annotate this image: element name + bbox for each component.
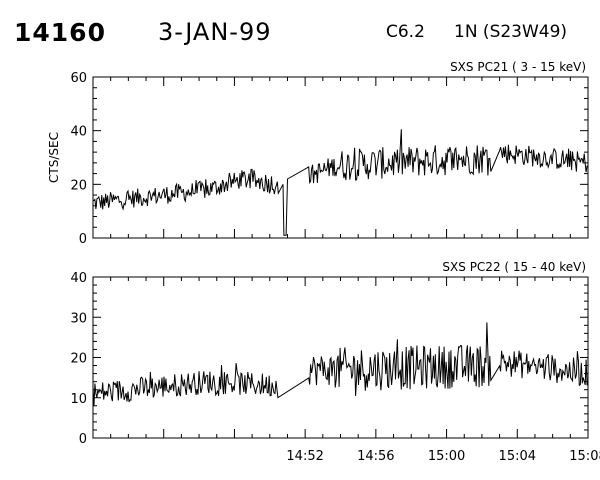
flare-location: 1N (S23W49): [454, 22, 568, 42]
panel-title-1: SXS PC21 ( 3 - 15 keV): [450, 60, 586, 74]
x-tick-label: 15:04: [499, 449, 536, 464]
flare-class: C6.2: [386, 22, 425, 42]
y-tick-label: 0: [79, 232, 87, 247]
y-tick-label: 10: [70, 392, 87, 407]
y-tick-label: 60: [70, 71, 87, 86]
y-tick-label: 40: [70, 271, 87, 286]
observation-date: 3-JAN-99: [158, 18, 272, 46]
series-line-1: [92, 129, 588, 236]
series-line-2: [92, 322, 588, 406]
x-tick-label: 15:08: [569, 449, 600, 464]
event-id: 14160: [14, 18, 106, 47]
y-tick-label: 0: [79, 432, 87, 447]
y-tick-label: 30: [70, 311, 87, 326]
y-tick-label: 20: [70, 178, 87, 193]
panel-title-2: SXS PC22 ( 15 - 40 keV): [442, 260, 586, 274]
x-tick-label: 14:56: [357, 449, 394, 464]
x-tick-label: 14:52: [286, 449, 323, 464]
x-tick-label: 15:00: [428, 449, 465, 464]
y-axis-label: CTS/SEC: [47, 132, 61, 183]
y-tick-label: 20: [70, 352, 87, 367]
y-tick-label: 40: [70, 125, 87, 140]
